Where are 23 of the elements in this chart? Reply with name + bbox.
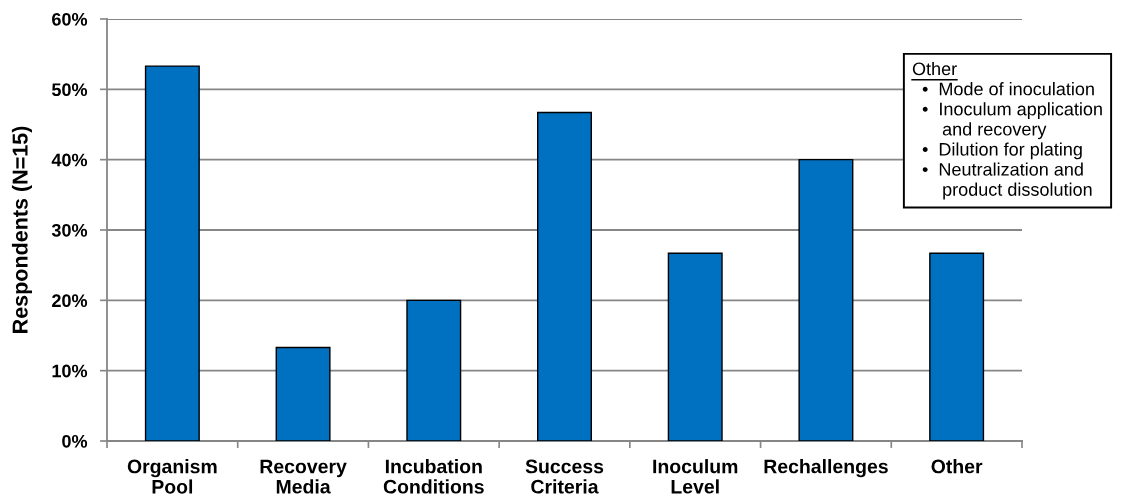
x-tick-label: Inoculum Level	[653, 459, 738, 494]
bar	[275, 346, 331, 441]
bar	[667, 252, 723, 441]
annotation: Other • Mode of inoculation • Inoculum application and recovery • Dilution for plating • Neutralization and product dissolution	[912, 62, 1102, 200]
y-tick-label: 40%	[51, 153, 88, 167]
y-tick-label: 30%	[51, 223, 88, 237]
y-tick-label: 50%	[51, 83, 88, 97]
x-tick-label: Other	[931, 459, 983, 474]
x-tick-label: Recovery Media	[260, 459, 347, 494]
x-tick-label: Rechallenges	[764, 459, 888, 478]
bar	[798, 158, 854, 441]
y-tick-label: 0%	[62, 434, 88, 448]
bar	[929, 252, 985, 441]
bar	[406, 299, 462, 441]
y-tick-label: 20%	[52, 294, 88, 308]
x-tick-label: Organism Pool	[127, 459, 217, 494]
x-tick-label: Incubation Conditions	[383, 459, 484, 494]
x-tick-label: Success Criteria	[525, 459, 604, 494]
y-tick-label: 10%	[52, 364, 88, 378]
bar	[537, 111, 592, 441]
y-axis-title: Respondents (N=15)	[11, 126, 32, 333]
y-tick-label: 60%	[52, 12, 88, 26]
bar	[144, 65, 200, 441]
